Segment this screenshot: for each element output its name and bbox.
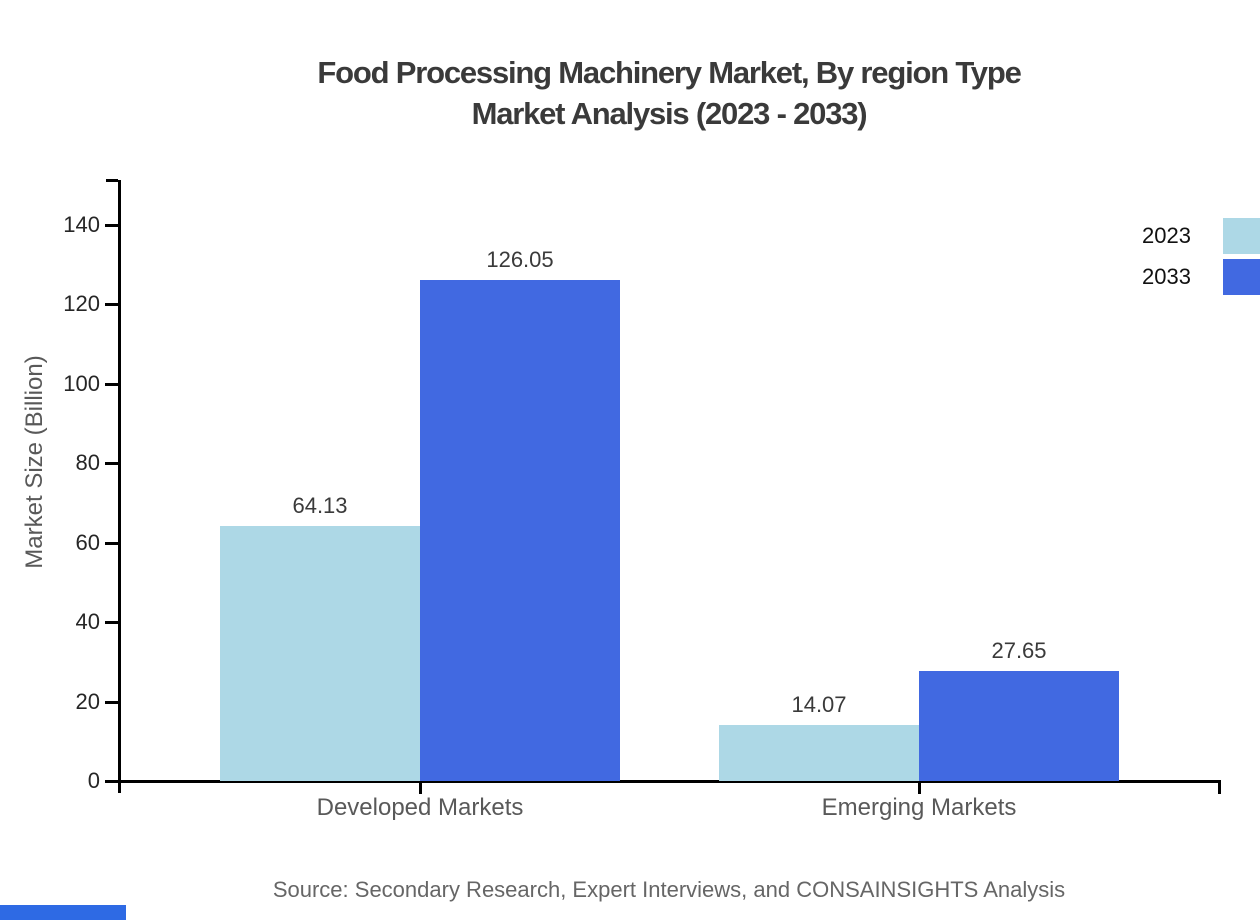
y-tick <box>105 541 118 545</box>
brand-bar <box>0 905 126 920</box>
legend-label-2023: 2023 <box>1142 223 1191 248</box>
source-note: Source: Secondary Research, Expert Inter… <box>272 877 1066 902</box>
y-tick <box>105 621 118 625</box>
bar-2033-developed-markets <box>420 280 620 781</box>
y-axis-top-cap <box>106 179 118 182</box>
x-axis-end-cap <box>1218 780 1221 794</box>
y-tick <box>105 303 118 307</box>
y-tick-label: 40 <box>75 609 100 635</box>
bar-value-label: 27.65 <box>991 638 1047 664</box>
chart-title-line1: Food Processing Machinery Market, By reg… <box>317 55 1021 90</box>
bar-value-label: 14.07 <box>791 692 847 718</box>
y-tick-label: 0 <box>87 768 100 793</box>
chart-title: Food Processing Machinery Market, By reg… <box>317 52 1021 134</box>
x-tick <box>918 783 921 794</box>
x-category-label: Developed Markets <box>316 794 524 821</box>
legend-swatch-2023 <box>1223 218 1260 254</box>
bar-2023-developed-markets <box>220 526 420 781</box>
bar-value-label: 126.05 <box>486 247 554 273</box>
x-tick <box>419 783 422 794</box>
chart-title-line2: Market Analysis (2023 - 2033) <box>471 96 868 131</box>
y-tick-label: 100 <box>63 370 100 396</box>
y-tick <box>105 700 118 704</box>
y-tick-label: 140 <box>63 212 100 237</box>
x-category-label: Emerging Markets <box>821 794 1017 821</box>
bar-2023-emerging-markets <box>719 725 919 781</box>
bar-value-label: 64.13 <box>292 493 348 519</box>
y-tick <box>105 224 118 227</box>
legend-swatch-2033 <box>1223 259 1260 295</box>
legend-label-2033: 2033 <box>1142 264 1191 289</box>
bar-2033-emerging-markets <box>919 671 1119 781</box>
y-tick <box>105 462 118 466</box>
y-tick-label: 20 <box>75 688 100 714</box>
y-tick-label: 80 <box>75 450 100 476</box>
y-tick-label: 120 <box>63 291 100 317</box>
x-axis-spine <box>118 780 1221 783</box>
y-tick <box>105 780 118 783</box>
y-tick <box>105 382 118 386</box>
y-axis-spine <box>118 180 121 793</box>
y-tick-label: 60 <box>75 529 100 555</box>
